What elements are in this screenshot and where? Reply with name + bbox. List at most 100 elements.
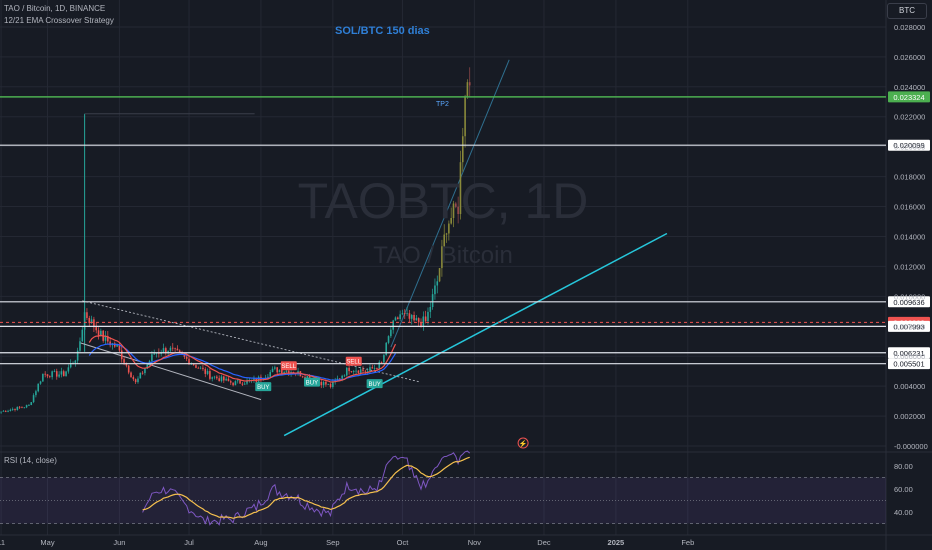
signal-badge-0 [255, 382, 272, 392]
candle-body [322, 381, 325, 386]
candle-body [461, 136, 464, 163]
candle-body [301, 376, 304, 378]
price-tick-label: 0.014000 [894, 232, 925, 241]
price-tick-label: 0.008000 [894, 322, 925, 331]
signal-label-3: SELL [346, 360, 361, 366]
signal-badge-1 [280, 361, 297, 371]
candle-body [174, 348, 176, 350]
candle-body [120, 350, 123, 360]
candle-body [380, 362, 383, 363]
candle-body [441, 246, 443, 269]
candle-body [97, 330, 100, 337]
candle-body [220, 376, 223, 382]
candle-body [341, 375, 343, 379]
candle-body [169, 347, 172, 351]
candle-body [141, 372, 144, 374]
signal-label-2: BUY [306, 381, 318, 387]
candle-body [450, 218, 452, 224]
currency-badge[interactable]: BTC [887, 3, 927, 19]
strategy-label[interactable]: 12/21 EMA Crossover Strategy [4, 16, 114, 25]
candle-body [69, 363, 72, 368]
candle-body [225, 378, 227, 381]
ticker-line[interactable]: TAO / Bitcoin, 1D, BINANCE [4, 4, 106, 13]
candle-body [65, 371, 67, 377]
candle-body [218, 378, 220, 382]
candle-body [253, 378, 255, 380]
candle-body [436, 281, 439, 286]
candle-body [83, 312, 86, 330]
candle-body [211, 377, 214, 379]
candle-body [146, 364, 149, 369]
trendline-ascending-support [283, 232, 668, 437]
candle-body [234, 381, 237, 386]
candle-body [422, 316, 425, 327]
level-tag-1 [888, 139, 930, 151]
candle-body [408, 313, 411, 319]
candle-body [39, 381, 42, 384]
candle-body [2, 410, 5, 412]
candle-body [53, 371, 56, 372]
candle-body [229, 381, 232, 383]
candle-body [468, 82, 471, 86]
candle-body [171, 347, 174, 349]
candle-body [139, 372, 142, 379]
candle-body [104, 336, 107, 341]
price-tick-label: 0.024000 [894, 83, 925, 92]
price-tick-label: 0.016000 [894, 203, 925, 212]
time-tick-label: Oct [397, 538, 410, 547]
candle-body [155, 352, 158, 354]
candle-body [67, 367, 70, 372]
candle-body [167, 350, 169, 353]
candle-body [144, 368, 146, 374]
candle-body [137, 378, 139, 383]
rsi-label[interactable]: RSI (14, close) [4, 456, 57, 465]
candle-body [123, 359, 125, 363]
level-tag-0 [888, 91, 930, 103]
candle-body [227, 378, 230, 382]
candle-body [339, 378, 341, 380]
candle-body [81, 329, 84, 342]
rsi-tick-label: 40.00 [894, 508, 913, 517]
candle-body [216, 376, 218, 379]
candle-body [134, 379, 137, 383]
candle-body [406, 313, 408, 315]
candle-body [90, 319, 93, 324]
candle-body [192, 363, 195, 366]
candle-body [387, 336, 390, 343]
candle-body [236, 380, 239, 382]
candle-body [424, 316, 427, 322]
time-tick-label: Dec [537, 538, 551, 547]
price-tick-label: 0.022000 [894, 113, 925, 122]
candle-body [74, 360, 77, 363]
candle-body [459, 162, 462, 214]
signal-label-4: BUY [368, 382, 380, 388]
candle-body [452, 203, 455, 219]
candle-body [378, 362, 381, 369]
candle-body [213, 376, 216, 378]
tp-label: TP2 [436, 101, 449, 108]
candle-body [403, 313, 406, 314]
candle-body [431, 294, 434, 307]
trendline-steep-support [390, 59, 510, 348]
candle-body [283, 371, 285, 374]
candle-body [188, 358, 190, 365]
level-value-1: 0.020099 [893, 141, 924, 150]
lightning-glyph: ⚡ [519, 439, 528, 448]
time-tick-label: Aug [254, 538, 267, 547]
candle-body [392, 320, 394, 330]
candle-body [359, 369, 362, 373]
symbol-watermark: TAOBTC, 1D [297, 173, 589, 229]
candle-body [274, 367, 276, 369]
rsi-tick-label: 60.00 [894, 485, 913, 494]
candle-body [443, 234, 446, 247]
candle-body [306, 376, 309, 380]
candle-body [118, 344, 121, 351]
candle-body [11, 409, 14, 410]
price-tick-label: 0.010000 [894, 292, 925, 301]
candle-body [158, 352, 160, 354]
candle-body [88, 317, 91, 324]
candle-body [327, 383, 330, 385]
candle-body [357, 370, 360, 373]
